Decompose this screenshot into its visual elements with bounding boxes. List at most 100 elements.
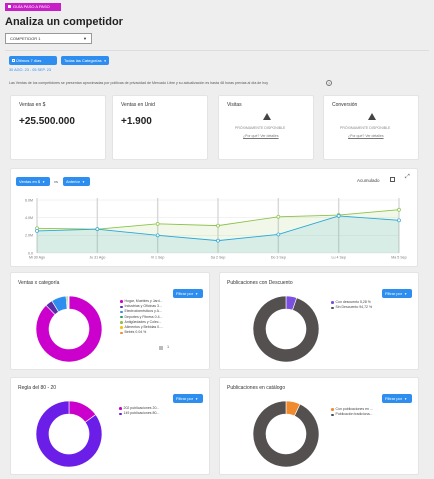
privacy-note: Las Ventas de los competidores se presen… (9, 81, 269, 85)
legend-swatch (120, 315, 123, 319)
data-point[interactable] (276, 232, 281, 237)
sales-trend-card: Ventas en $ ▼ vs Anterior ▼ Acumulado ⤢ 6.… (10, 168, 418, 267)
catalog-legend: Con publicaciones en ... Publicación trad… (331, 407, 373, 417)
warning-icon (263, 113, 271, 120)
legend-item[interactable]: Industrias y Oficinas 3... (120, 304, 163, 309)
legend-item[interactable]: Con descuento 5,28 % (331, 300, 372, 305)
donut-slice[interactable] (35, 295, 103, 363)
data-point[interactable] (155, 221, 160, 226)
legend-swatch (120, 326, 123, 329)
donut-slice[interactable] (35, 400, 103, 468)
data-point[interactable] (397, 207, 401, 212)
expand-icon[interactable]: ⤢ (405, 174, 410, 180)
details-link[interactable]: ¿Por qué? Ver detalles (243, 134, 279, 138)
competitor-select-value: COMPETIDOR 1 (10, 36, 41, 41)
guide-icon (8, 5, 11, 9)
section-title: Regla del 80 - 20 (18, 385, 57, 391)
legend-item[interactable]: Hogar, Muebles y Jard... (120, 299, 163, 304)
legend-label: Sin Descuento 94,72 % (335, 305, 373, 310)
help-icon[interactable]: ? (326, 80, 332, 86)
legend-item[interactable]: Alimentos y Bebidas 0.... (120, 325, 163, 330)
category-donut-chart (35, 295, 103, 363)
legend-swatch (331, 408, 334, 411)
legend-item[interactable]: Antigüedades y Colec... (120, 320, 163, 325)
period-select[interactable]: Últimos 7 días (9, 56, 57, 65)
data-point[interactable] (397, 218, 401, 223)
legend-swatch (120, 300, 123, 303)
data-point[interactable] (336, 214, 341, 218)
x-tick-label: Do 3 Sep (271, 256, 286, 260)
discount-card: Publicaciones con Descuento Filtrar por ▼… (219, 272, 419, 370)
kpi-card-sales-money: Ventas en $ +25.500.000 (10, 95, 106, 160)
y-tick-label: 4.0M (25, 216, 33, 220)
kpi-card-conversion: Conversión PRÓXIMAMENTE DISPONIBLE ¿Por … (323, 95, 419, 160)
legend-item[interactable]: Deportes y Fitness 0.4... (120, 315, 163, 320)
legend-swatch (120, 321, 123, 324)
legend-item[interactable]: Con publicaciones en ... (331, 407, 373, 412)
kpi-value: +25.500.000 (19, 116, 75, 127)
x-tick-label: Sa 2 Sep (211, 256, 226, 260)
chevron-down-icon: ▼ (404, 397, 408, 401)
donut-slice[interactable] (252, 400, 320, 468)
y-tick-label: 6.0M (25, 198, 33, 202)
chevron-down-icon: ▼ (42, 180, 46, 184)
category-sales-card: Ventas x categoría Filtrar por ▼ Hogar, M… (10, 272, 210, 370)
donut-slice[interactable] (252, 295, 320, 363)
legend-item[interactable]: Bebés 0.04 % (120, 330, 163, 335)
y-tick-label: 0.0 (28, 251, 33, 255)
x-tick-label: Vi 1 Sep (151, 256, 165, 260)
pareto-donut-chart (35, 400, 103, 468)
section-title: Publicaciones en catálogo (227, 385, 286, 391)
section-title: Publicaciones con Descuento (227, 280, 293, 286)
pareto-legend: 202 publicaciones 20... 149 publicaciones… (119, 406, 159, 416)
legend-item[interactable]: 202 publicaciones 20... (119, 406, 159, 411)
pagination-prev[interactable] (159, 346, 163, 350)
legend-label: Antigüedades y Colec... (124, 319, 162, 324)
guide-button[interactable]: GUÍA PASO A PASO (5, 3, 61, 11)
legend-item[interactable]: Publicación tradiciona... (331, 412, 373, 417)
compare-select[interactable]: Anterior ▼ (63, 177, 90, 186)
filter-button-label: Filtrar por (385, 396, 403, 401)
data-point[interactable] (95, 227, 100, 232)
filter-button[interactable]: Filtrar por ▼ (173, 289, 203, 298)
legend-swatch (120, 331, 123, 335)
category-select[interactable]: Todas las Categorías ▼ (61, 56, 109, 65)
filters-divider (5, 50, 429, 51)
category-select-value: Todas las Categorías (64, 58, 102, 63)
data-point[interactable] (276, 214, 281, 219)
legend-label: 149 publicaciones 80... (123, 411, 160, 416)
legend-item[interactable]: 149 publicaciones 80... (119, 411, 159, 416)
details-link[interactable]: ¿Por qué? Ver detalles (348, 134, 384, 138)
section-title: Ventas x categoría (18, 280, 60, 286)
filter-button[interactable]: Filtrar por ▼ (382, 394, 412, 403)
filter-button[interactable]: Filtrar por ▼ (173, 394, 203, 403)
pareto-card: Regla del 80 - 20 Filtrar por ▼ 202 publi… (10, 377, 210, 475)
legend-label: Industrias y Oficinas 3... (124, 304, 162, 309)
warning-icon (368, 113, 376, 120)
data-point[interactable] (35, 229, 39, 233)
kpi-label: Conversión (332, 102, 358, 108)
competitor-select[interactable]: COMPETIDOR 1 ▼ (5, 33, 92, 44)
guide-button-label: GUÍA PASO A PASO (13, 4, 50, 9)
discount-donut-chart (252, 295, 320, 363)
accumulated-label: Acumulado (357, 178, 380, 183)
legend-swatch (119, 412, 122, 416)
legend-item[interactable]: Electrodomésticos y A... (120, 309, 163, 314)
data-point[interactable] (216, 238, 220, 243)
chevron-down-icon: ▼ (195, 397, 199, 401)
accumulated-checkbox[interactable] (390, 177, 395, 182)
kpi-value: +1.900 (121, 116, 152, 127)
series-area (37, 209, 399, 253)
legend-swatch (331, 413, 334, 417)
chevron-down-icon: ▼ (103, 59, 107, 63)
legend-swatch (331, 301, 334, 304)
filter-button[interactable]: Filtrar por ▼ (382, 289, 412, 298)
legend-item[interactable]: Sin Descuento 94,72 % (331, 305, 372, 310)
metric-select[interactable]: Ventas en $ ▼ (16, 177, 50, 186)
filter-button-label: Filtrar por (176, 291, 194, 296)
data-point[interactable] (216, 223, 220, 228)
legend-label: Electrodomésticos y A... (124, 309, 162, 314)
legend-swatch (120, 305, 123, 309)
legend-swatch (120, 310, 123, 314)
data-point[interactable] (155, 233, 160, 238)
